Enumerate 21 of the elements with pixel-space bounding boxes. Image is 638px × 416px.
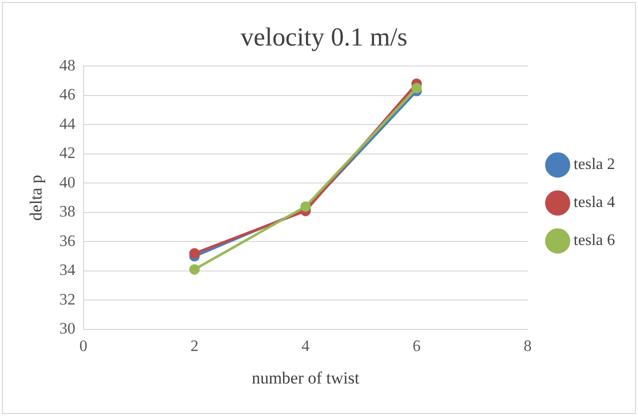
legend-label: tesla 2 bbox=[574, 156, 616, 174]
y-tick-label: 48 bbox=[59, 57, 76, 74]
y-tick-label: 36 bbox=[59, 232, 76, 250]
y-tick-label: 32 bbox=[59, 291, 76, 308]
y-tick-label: 30 bbox=[59, 320, 76, 338]
x-tick-label: 2 bbox=[190, 338, 198, 356]
y-tick-label: 44 bbox=[59, 116, 76, 133]
legend-label: tesla 6 bbox=[574, 232, 616, 250]
x-axis-title: number of twist bbox=[252, 368, 360, 388]
x-tick-label: 0 bbox=[79, 338, 88, 356]
x-tick-label: 4 bbox=[302, 338, 310, 356]
legend-label: tesla 4 bbox=[574, 194, 616, 212]
y-axis-title: delta p bbox=[26, 174, 46, 221]
x-tick-label: 8 bbox=[524, 338, 532, 356]
y-tick-label: 34 bbox=[59, 262, 76, 280]
y-tick-label: 40 bbox=[59, 174, 76, 192]
chart-title: velocity 0.1 m/s bbox=[240, 22, 408, 52]
y-tick-label: 46 bbox=[59, 86, 76, 104]
y-tick-label: 42 bbox=[59, 145, 76, 162]
x-tick-label: 6 bbox=[412, 338, 421, 356]
y-tick-label: 38 bbox=[59, 204, 76, 221]
